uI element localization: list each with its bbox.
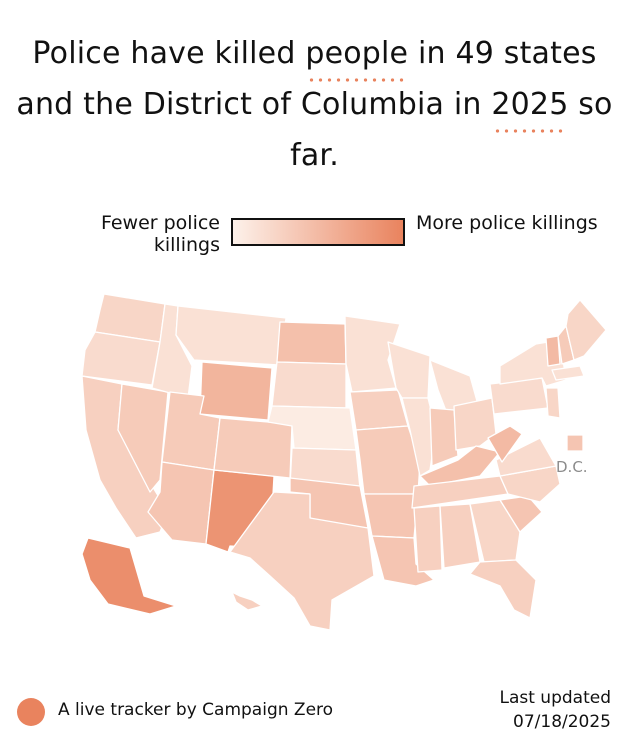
- state-vt[interactable]: [545, 335, 561, 367]
- state-dc[interactable]: [566, 434, 584, 452]
- state-oh[interactable]: [453, 397, 497, 451]
- headline-text-3: so far.: [290, 87, 613, 173]
- last-updated: Last updated 07/18/2025: [499, 686, 611, 734]
- state-fl[interactable]: [469, 559, 537, 619]
- state-nj[interactable]: [545, 387, 561, 419]
- state-tx[interactable]: [229, 491, 375, 631]
- headline-text-2: in 49 states and the District of Columbi…: [16, 36, 597, 122]
- state-va[interactable]: [495, 437, 557, 477]
- people-link[interactable]: people: [305, 28, 408, 82]
- legend-low-label: Fewer police killings: [100, 212, 220, 256]
- state-pa[interactable]: [489, 377, 549, 415]
- year-link[interactable]: 2025: [491, 79, 568, 133]
- state-co[interactable]: [213, 417, 293, 479]
- state-ma[interactable]: [551, 365, 585, 381]
- state-nd[interactable]: [276, 321, 347, 365]
- state-mo[interactable]: [355, 425, 421, 495]
- last-updated-label: Last updated: [499, 688, 611, 708]
- state-il[interactable]: [401, 397, 437, 477]
- state-hi[interactable]: [231, 591, 263, 611]
- state-la[interactable]: [371, 535, 435, 587]
- state-ak[interactable]: [81, 537, 177, 615]
- state-or[interactable]: [81, 331, 161, 386]
- legend-gradient-bar: [231, 218, 405, 246]
- state-ar[interactable]: [363, 493, 419, 539]
- state-ms[interactable]: [413, 505, 443, 573]
- state-al[interactable]: [439, 503, 481, 569]
- dc-label: D.C.: [556, 458, 588, 476]
- campaign-zero-logo-icon: [17, 698, 45, 726]
- color-legend: Fewer police killings More police killin…: [0, 212, 629, 262]
- state-sd[interactable]: [271, 361, 347, 409]
- state-ga[interactable]: [469, 499, 521, 563]
- state-wv[interactable]: [487, 425, 523, 463]
- headline: Police have killed people in 49 states a…: [0, 28, 629, 181]
- state-ia[interactable]: [349, 389, 409, 431]
- legend-high-label: More police killings: [416, 212, 598, 234]
- state-in[interactable]: [429, 407, 459, 467]
- us-map: [0, 280, 629, 640]
- state-me[interactable]: [565, 299, 607, 361]
- us-map-svg: [81, 293, 607, 631]
- last-updated-date: 07/18/2025: [513, 712, 611, 732]
- headline-text-1: Police have killed: [32, 36, 306, 71]
- tracker-credit[interactable]: A live tracker by Campaign Zero: [58, 700, 334, 720]
- state-mt[interactable]: [175, 305, 287, 366]
- state-wy[interactable]: [199, 361, 273, 421]
